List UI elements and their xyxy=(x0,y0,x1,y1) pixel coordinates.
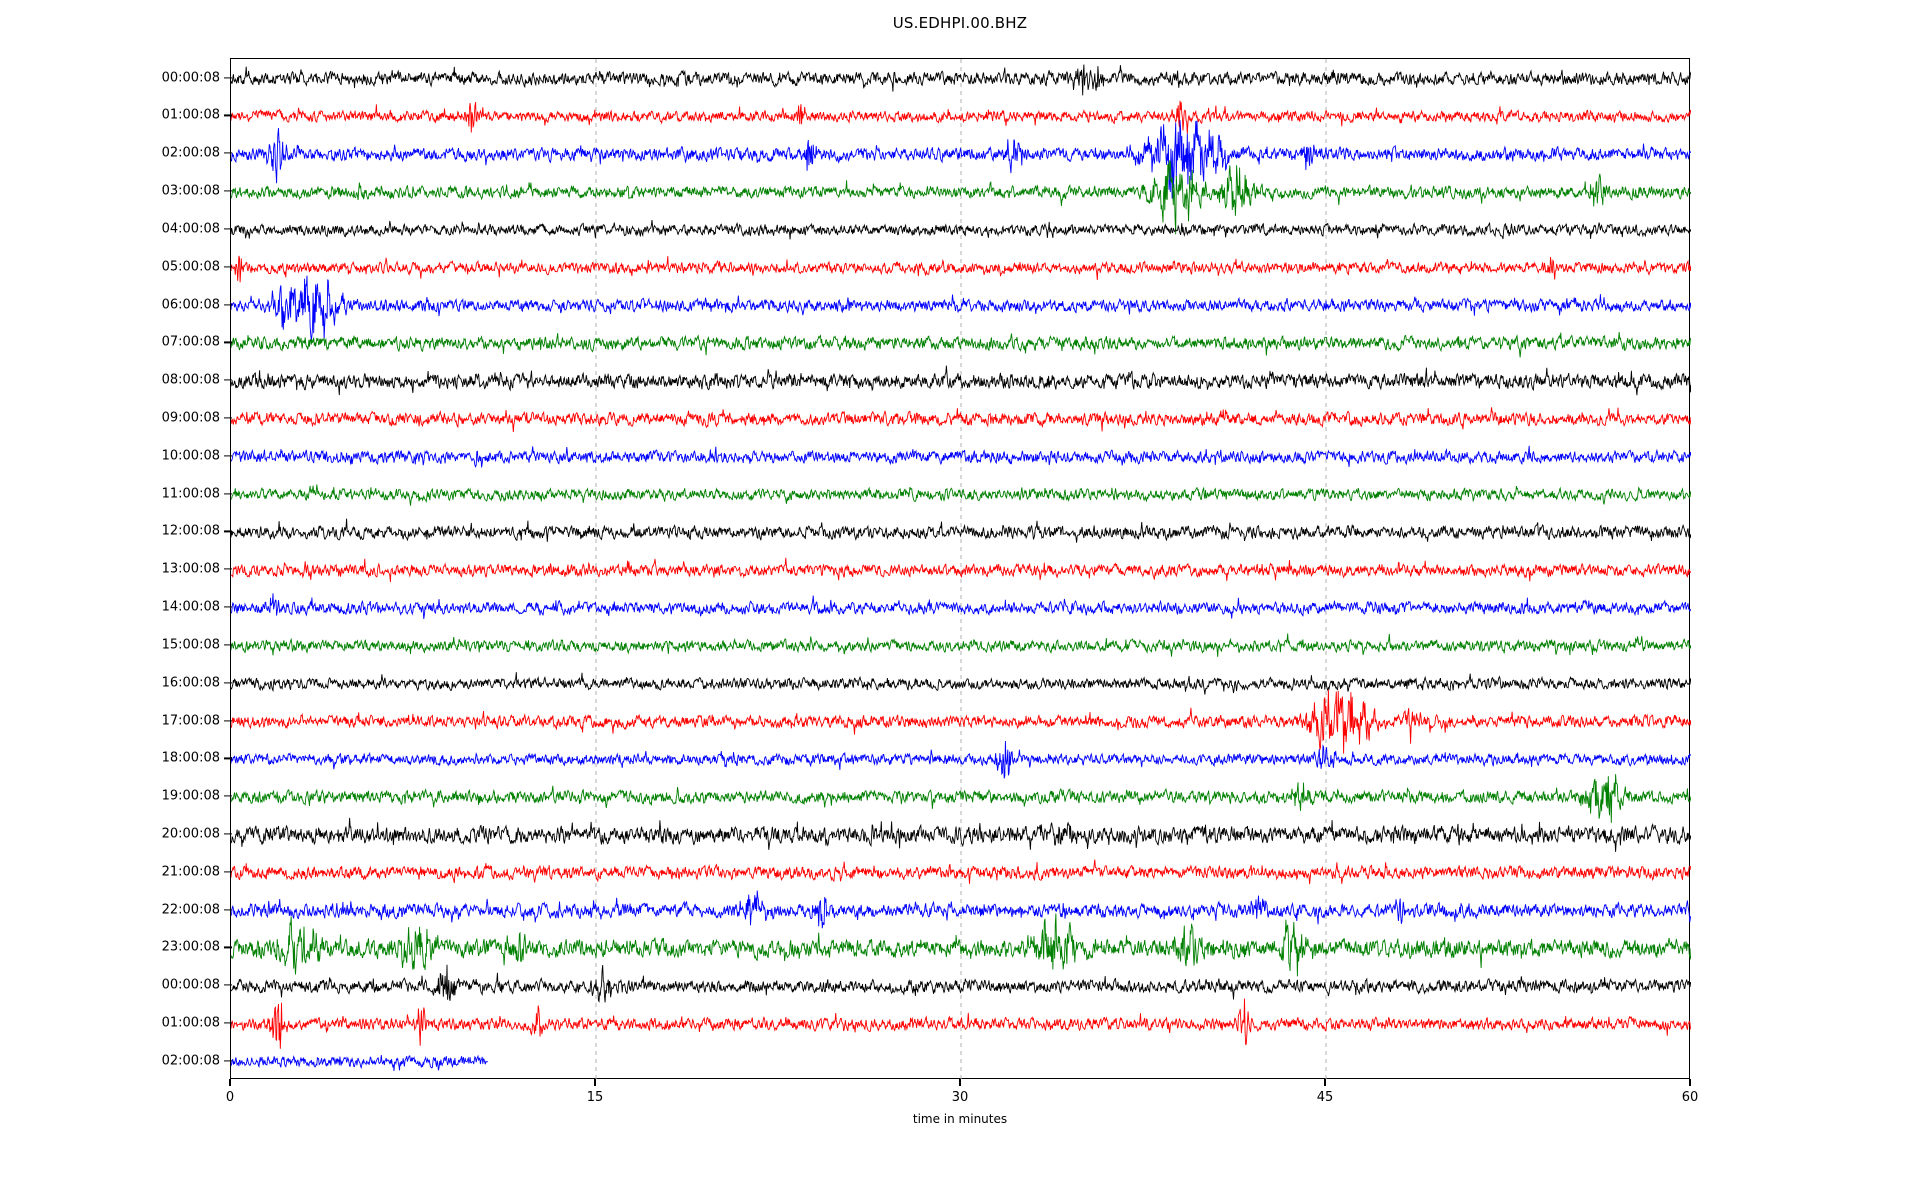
trace-line xyxy=(231,593,1691,620)
y-axis-tick-mark xyxy=(224,455,232,457)
page-title: US.EDHPI.00.BHZ xyxy=(892,14,1028,32)
y-axis-tick-label: 08:00:08 xyxy=(161,372,220,388)
y-axis-tick-label: 01:00:08 xyxy=(161,107,220,123)
y-axis-tick-mark xyxy=(224,341,232,343)
x-axis-tick-mark xyxy=(229,1079,231,1086)
trace-line xyxy=(231,331,1691,358)
y-axis-tick-label: 20:00:08 xyxy=(161,826,220,842)
y-axis-tick-mark xyxy=(224,719,232,722)
y-axis-tick-mark xyxy=(224,833,232,835)
y-axis-tick-label: 13:00:08 xyxy=(161,561,220,577)
y-axis-tick-mark xyxy=(224,190,232,192)
seismic-traces xyxy=(231,59,1691,1080)
y-axis-tick-mark xyxy=(224,77,232,79)
x-axis-tick-mark xyxy=(594,1079,596,1086)
y-axis-tick-mark xyxy=(224,1060,232,1062)
trace-line xyxy=(231,859,1691,885)
y-axis-tick-mark xyxy=(224,1022,232,1024)
y-axis-tick-label: 15:00:08 xyxy=(161,637,220,653)
y-axis-tick-mark xyxy=(224,152,232,154)
trace-line xyxy=(231,365,1691,396)
trace-line xyxy=(231,64,1691,96)
trace-line xyxy=(231,689,1691,754)
y-axis-tick-label: 23:00:08 xyxy=(161,939,220,955)
trace-line xyxy=(231,484,1691,506)
trace-line xyxy=(231,913,1691,977)
y-axis-tick-mark xyxy=(224,228,232,230)
y-axis-tick-mark xyxy=(224,871,232,873)
y-axis-tick-label: 06:00:08 xyxy=(161,297,220,313)
trace-line xyxy=(231,557,1691,583)
y-axis-tick-label: 02:00:08 xyxy=(161,1053,220,1069)
trace-line xyxy=(231,160,1691,235)
trace-line xyxy=(231,774,1691,823)
y-axis-tick-label: 12:00:08 xyxy=(161,523,220,539)
x-axis-tick-label: 15 xyxy=(586,1090,604,1105)
y-axis-tick-label: 10:00:08 xyxy=(161,448,220,464)
x-axis-tick-label: 60 xyxy=(1681,1090,1699,1105)
y-axis-tick-mark xyxy=(224,682,232,684)
y-axis-tick-mark xyxy=(224,795,232,797)
y-axis-tick-mark xyxy=(224,606,232,608)
trace-line xyxy=(231,633,1691,657)
y-axis-tick-label: 02:00:08 xyxy=(161,145,220,161)
y-axis-tick-label: 22:00:08 xyxy=(161,902,220,918)
y-axis-tick-label: 14:00:08 xyxy=(161,599,220,615)
trace-line xyxy=(231,120,1691,199)
x-axis-tick-label: 45 xyxy=(1316,1090,1334,1105)
y-axis-tick-label: 03:00:08 xyxy=(161,183,220,199)
y-axis-tick-label: 07:00:08 xyxy=(161,334,220,350)
y-axis-tick-mark xyxy=(224,379,232,381)
trace-line xyxy=(231,100,1691,134)
y-axis-tick-mark xyxy=(224,984,232,986)
trace-line xyxy=(231,998,1691,1049)
y-axis-tick-mark xyxy=(224,114,232,117)
y-axis-tick-label: 16:00:08 xyxy=(161,675,220,691)
y-axis-tick-mark xyxy=(224,946,232,948)
y-axis-tick-label: 09:00:08 xyxy=(161,410,220,426)
trace-line xyxy=(231,672,1691,695)
trace-line xyxy=(231,220,1691,240)
y-axis-tick-label: 05:00:08 xyxy=(161,259,220,275)
trace-line xyxy=(231,964,1691,1003)
trace-line xyxy=(231,275,1691,341)
y-axis-tick-label: 00:00:08 xyxy=(161,977,220,993)
y-axis-tick-mark xyxy=(224,644,232,646)
plot-area xyxy=(230,58,1691,1080)
x-axis-title: time in minutes xyxy=(912,1112,1008,1126)
trace-line xyxy=(231,890,1691,929)
x-axis-tick-label: 30 xyxy=(951,1090,969,1105)
x-axis-tick-label: 0 xyxy=(225,1090,235,1105)
trace-line xyxy=(231,445,1691,468)
y-axis-tick-mark xyxy=(224,493,232,495)
x-axis-tick-mark xyxy=(1689,1079,1691,1086)
trace-line xyxy=(231,1054,488,1071)
y-axis-tick-label: 11:00:08 xyxy=(161,486,220,502)
y-axis-tick-label: 04:00:08 xyxy=(161,221,220,237)
y-axis-tick-label: 01:00:08 xyxy=(161,1015,220,1031)
y-axis-tick-label: 17:00:08 xyxy=(161,713,220,728)
y-axis-tick-mark xyxy=(224,568,232,570)
y-axis-tick-label: 21:00:08 xyxy=(161,864,220,880)
y-axis-tick-label: 19:00:08 xyxy=(161,788,220,804)
y-axis-tick-mark xyxy=(224,757,232,759)
y-axis-tick-mark xyxy=(224,908,232,911)
y-axis-tick-label: 18:00:08 xyxy=(161,750,220,766)
y-axis-tick-mark xyxy=(224,266,232,268)
y-axis-tick-mark xyxy=(224,530,232,533)
x-axis-tick-mark xyxy=(1324,1079,1326,1086)
trace-line xyxy=(231,407,1691,433)
y-axis-tick-mark xyxy=(224,417,232,419)
y-axis-tick-mark xyxy=(224,303,232,306)
trace-line xyxy=(231,255,1691,283)
x-axis-tick-mark xyxy=(959,1079,961,1086)
trace-line xyxy=(231,740,1691,779)
trace-line xyxy=(231,518,1691,543)
trace-line xyxy=(231,817,1691,852)
y-axis-tick-label: 00:00:08 xyxy=(161,70,220,86)
